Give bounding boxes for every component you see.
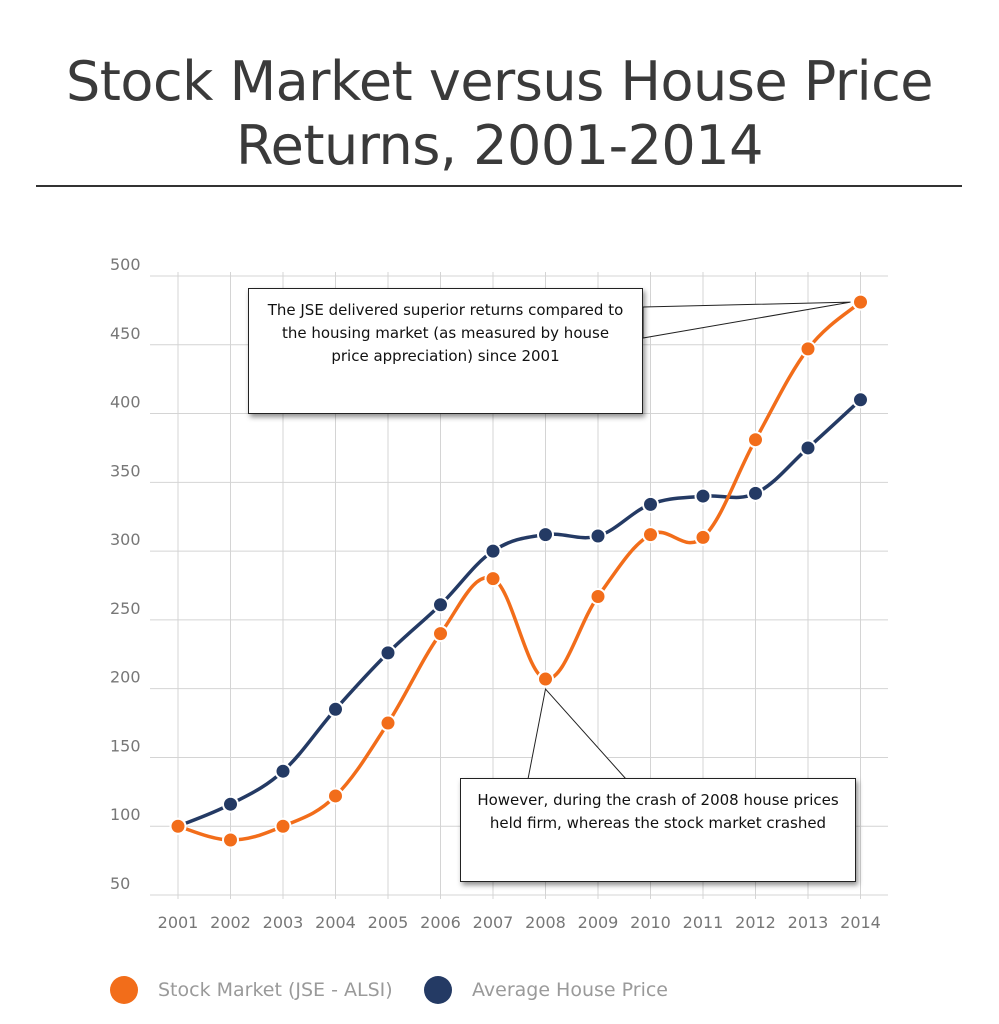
y-tick-label-450: 450	[110, 324, 141, 343]
data-point-stock-market-2010	[642, 526, 659, 544]
legend-item-house-price: Average House Price	[424, 975, 668, 1005]
y-tick-label-300: 300	[110, 530, 141, 549]
data-point-stock-market-2001	[169, 817, 187, 835]
y-tick-label-250: 250	[110, 599, 141, 618]
y-tick-label-100: 100	[110, 805, 141, 824]
x-tick-label-2004: 2004	[315, 913, 356, 932]
callout-pointer-2008-crash	[527, 687, 628, 780]
series-points	[169, 293, 869, 849]
legend-label-stock-market: Stock Market (JSE - ALSI)	[158, 979, 393, 1001]
data-point-stock-market-2007	[484, 570, 502, 588]
chart-title: Stock Market versus House Price Returns,…	[65, 50, 934, 177]
title-underline	[36, 185, 962, 187]
x-tick-label-2001: 2001	[158, 913, 199, 932]
x-tick-label-2010: 2010	[630, 913, 671, 932]
x-tick-label-2014: 2014	[840, 913, 881, 932]
data-point-stock-market-2014	[852, 293, 869, 311]
data-point-stock-market-2006	[432, 625, 449, 643]
data-point-house-price-2004	[327, 700, 344, 718]
x-tick-label-2003: 2003	[263, 913, 304, 932]
data-point-stock-market-2009	[589, 588, 607, 606]
data-point-house-price-2009	[589, 527, 607, 545]
y-tick-label-200: 200	[110, 668, 141, 687]
data-point-stock-market-2011	[694, 528, 712, 546]
y-tick-label-150: 150	[110, 736, 141, 755]
data-point-house-price-2006	[432, 596, 449, 614]
y-tick-label-350: 350	[110, 461, 141, 480]
data-point-stock-market-2002	[222, 831, 239, 849]
data-point-stock-market-2013	[799, 340, 817, 358]
data-point-stock-market-2003	[274, 817, 292, 835]
callout-pointers	[527, 301, 851, 780]
x-tick-label-2002: 2002	[210, 913, 251, 932]
legend-marker-house-price	[424, 976, 452, 1004]
x-tick-label-2007: 2007	[473, 913, 514, 932]
tick-labels: 50 100 150 200 250 300 350 400 450 500 2001 2002 200…	[110, 255, 881, 932]
data-point-stock-market-2005	[379, 714, 397, 732]
data-point-stock-market-2004	[327, 787, 344, 805]
annotation-2008-crash: However, during the crash of 2008 house …	[460, 778, 856, 882]
data-point-house-price-2010	[642, 495, 659, 513]
x-tick-label-2011: 2011	[683, 913, 724, 932]
annotation-superior-returns: The JSE delivered superior returns compa…	[248, 288, 643, 414]
data-point-house-price-2014	[852, 391, 869, 409]
data-point-house-price-2012	[747, 484, 764, 502]
y-tick-label-50: 50	[110, 874, 130, 893]
data-point-house-price-2008	[537, 526, 554, 544]
x-tick-label-2008: 2008	[525, 913, 566, 932]
x-tick-label-2009: 2009	[578, 913, 619, 932]
callout-pointer-superior-returns	[642, 301, 851, 339]
series-line-house-price	[176, 398, 863, 828]
x-tick-label-2006: 2006	[420, 913, 461, 932]
x-tick-label-2013: 2013	[788, 913, 829, 932]
legend-marker-stock-market	[110, 976, 138, 1004]
legend-item-stock-market: Stock Market (JSE - ALSI)	[110, 975, 393, 1005]
y-tick-label-500: 500	[110, 255, 141, 274]
x-tick-label-2012: 2012	[735, 913, 776, 932]
legend-label-house-price: Average House Price	[472, 979, 668, 1001]
data-point-house-price-2002	[222, 795, 239, 813]
x-tick-label-2005: 2005	[368, 913, 409, 932]
data-point-house-price-2013	[799, 439, 817, 457]
data-point-stock-market-2012	[747, 431, 764, 449]
data-point-house-price-2003	[274, 762, 292, 780]
data-point-house-price-2011	[694, 487, 712, 505]
line-chart: 50 100 150 200 250 300 350 400 450 500 2001 2002 200…	[110, 255, 888, 932]
data-point-stock-market-2008	[537, 670, 554, 688]
data-point-house-price-2005	[379, 644, 397, 662]
y-tick-label-400: 400	[110, 393, 141, 412]
data-point-house-price-2007	[484, 542, 502, 560]
